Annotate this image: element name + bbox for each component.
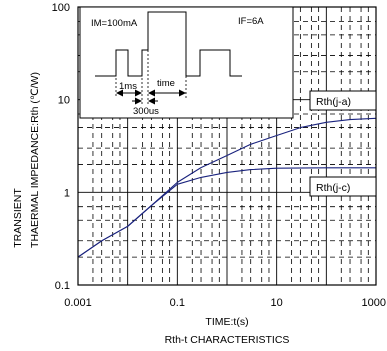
series-line-rth-j-c [77,167,376,258]
y-tick-label: 0.1 [55,280,70,292]
x-tick-label: 0.1 [170,297,185,309]
legend-box [309,90,377,111]
arrow-head [135,97,142,105]
y-tick-labels: 100 10 1 0.1 [52,2,70,292]
y-tick-label: 100 [52,2,70,14]
chart-title: Rth-t CHARACTERISTICS [165,334,290,346]
legend-label: Rth(j-a) [316,96,351,108]
x-tick-label: 0.001 [64,297,92,309]
legend-label: Rth(j-c) [316,182,350,194]
arrow-head [148,89,155,97]
period-label: 300us [133,106,159,117]
arrow-head [135,89,142,97]
arrow-head [116,89,123,97]
arrow-head [148,97,155,105]
x-tick-label: 1000 [362,297,386,309]
pulse-inset: IM=100mA IF=6A 1ms time 300us [79,6,294,119]
pulse-waveform [95,11,242,77]
y-tick-label: 1 [64,187,70,199]
legend-rth-j-a: Rth(j-a) [309,90,377,111]
if-label: IF=6A [238,16,264,27]
y-axis-title-line-1: TRANSIENT [12,188,24,248]
im-label: IM=100mA [91,18,138,29]
legend-rth-j-c: Rth(j-c) [309,176,377,197]
time-label: time [157,78,175,89]
arrow-head [179,89,186,97]
series-layer [77,117,377,258]
legend-box [309,176,377,197]
y-axis-title-line-2: THAERMAL IMPEDANCE:Rth (℃/W) [29,72,41,248]
x-tick-label: 10 [271,297,283,309]
pulse-width-label: 1ms [119,81,137,92]
x-axis-title: TIME:t(s) [205,316,248,328]
y-tick-label: 10 [58,95,70,107]
x-tick-labels: 0.001 0.1 10 1000 [64,297,386,309]
